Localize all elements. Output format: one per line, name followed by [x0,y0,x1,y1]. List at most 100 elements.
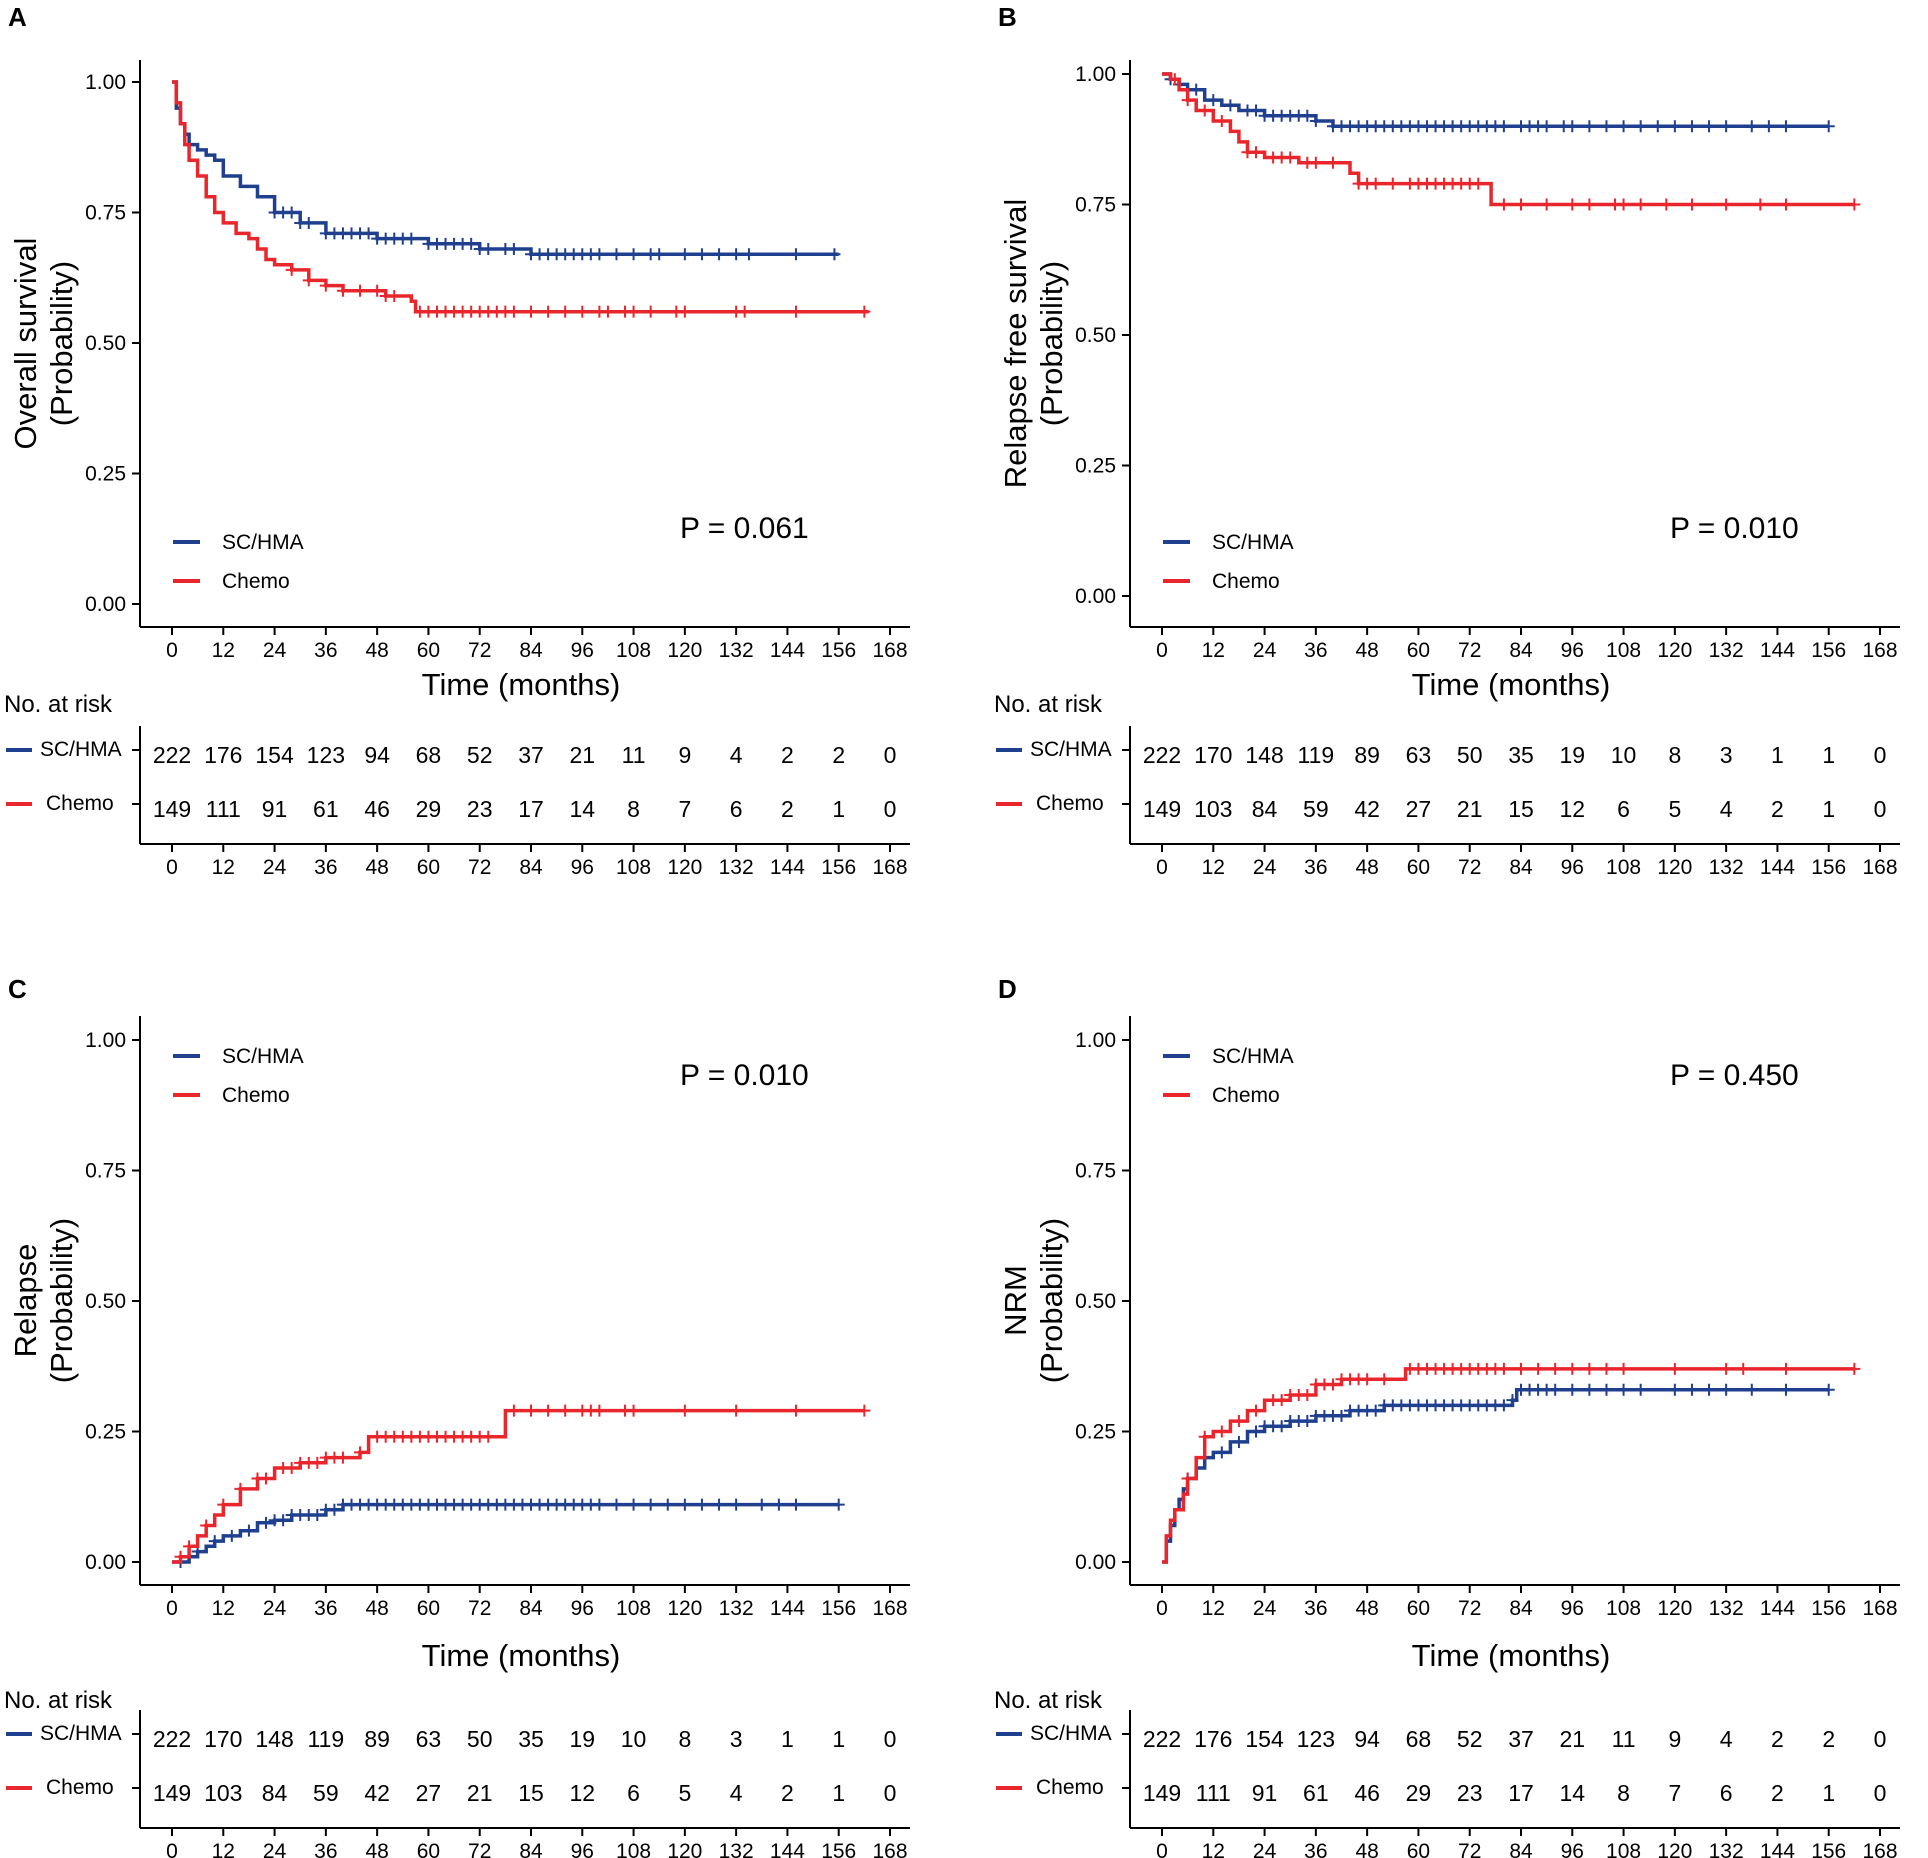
x-tick-label: 48 [1355,639,1378,662]
panel-b: B0.000.250.500.751.000 12 24 36 48 60 72 84 96 10… [994,2,1900,879]
censor-mark [730,1404,743,1417]
censor-mark [661,1498,674,1511]
x-tick-label: 0 [166,1597,178,1620]
censor-mark [1600,1383,1613,1396]
risk-x-tick-label: 84 [1509,1840,1533,1858]
x-tick-label: 12 [1202,639,1225,662]
censor-mark [1703,120,1716,133]
censor-mark [738,305,751,318]
x-tick-label: 132 [719,639,754,662]
x-tick-label: 156 [1811,639,1846,662]
x-tick-label: 144 [1760,639,1795,662]
censor-mark [832,1498,845,1511]
risk-x-tick-label: 108 [1606,1840,1641,1858]
risk-value: 0 [1874,796,1887,822]
y-tick-label: 0.50 [85,332,126,355]
censor-mark [1685,120,1698,133]
risk-value: 111 [206,796,241,822]
risk-x-tick-label: 0 [166,1840,178,1858]
risk-value: 68 [1406,1726,1432,1752]
x-tick-label: 48 [365,1597,388,1620]
x-tick-label: 84 [1509,639,1533,662]
risk-x-tick-label: 132 [1709,856,1744,879]
risk-x-tick-label: 120 [667,856,702,879]
y-tick-label: 0.00 [1075,585,1116,608]
risk-value: 1 [832,796,845,822]
censor-mark [1822,1383,1835,1396]
censor-mark [1181,1472,1194,1485]
censor-mark [1779,1362,1792,1375]
x-axis-title: Time (months) [422,1638,621,1673]
risk-x-tick-label: 36 [314,856,337,879]
censor-mark [285,206,298,219]
censor-mark [1703,1383,1716,1396]
risk-value: 35 [1508,742,1534,768]
risk-value: 11 [622,742,646,768]
x-tick-label: 96 [571,1597,594,1620]
panel-letter: D [998,974,1017,1004]
censor-mark [465,237,478,250]
risk-value: 59 [313,1780,339,1806]
p-value: P = 0.061 [680,512,809,545]
censor-mark [1617,1362,1630,1375]
risk-x-tick-label: 36 [1304,856,1327,879]
censor-mark [1284,151,1297,164]
risk-value: 89 [364,1726,390,1752]
censor-mark [1600,1362,1613,1375]
series-line-schma [172,1502,839,1564]
censor-mark [285,1462,298,1475]
risk-value: 12 [1559,796,1585,822]
panel-letter: C [8,974,27,1004]
censor-mark [772,1498,785,1511]
censor-mark [1540,120,1553,133]
censor-mark [1779,198,1792,211]
risk-value: 23 [467,796,493,822]
censor-mark [1583,120,1596,133]
x-tick-label: 24 [263,639,287,662]
risk-x-tick-label: 156 [821,856,856,879]
censor-mark [713,1498,726,1511]
x-tick-label: 96 [571,639,594,662]
risk-value: 42 [1354,796,1380,822]
risk-value: 3 [730,1726,743,1752]
y-tick-label: 1.00 [85,1029,126,1052]
x-tick-label: 168 [1862,639,1897,662]
risk-value: 8 [1668,742,1681,768]
risk-value: 2 [1771,1780,1784,1806]
censor-mark [1762,120,1775,133]
x-tick-label: 36 [1304,1597,1327,1620]
legend-label: SC/HMA [1212,531,1294,554]
risk-x-tick-label: 144 [1760,1840,1795,1858]
risk-value: 0 [884,1780,897,1806]
risk-value: 103 [1194,796,1232,822]
risk-value: 119 [308,1726,345,1752]
x-tick-label: 72 [468,639,491,662]
censor-mark [678,1404,691,1417]
x-tick-label: 0 [1156,1597,1168,1620]
censor-mark [525,1404,537,1417]
censor-mark [1848,1362,1861,1375]
censor-mark [1301,109,1314,122]
risk-value: 42 [364,1780,390,1806]
censor-mark [482,1430,495,1443]
risk-value: 84 [262,1780,288,1806]
x-tick-label: 144 [1760,1597,1795,1620]
censor-mark [678,305,691,318]
risk-value: 148 [255,1726,293,1752]
risk-table-title: No. at risk [4,691,113,718]
risk-value: 15 [1508,796,1534,822]
censor-mark [1232,1435,1245,1448]
risk-value: 8 [627,796,640,822]
censor-mark [1549,1383,1562,1396]
censor-mark [755,1498,768,1511]
panel-c: C0.000.250.500.751.000 12 24 36 48 60 72 84 96 10… [4,974,910,1858]
censor-mark [593,248,606,261]
risk-row-label: Chemo [46,1776,114,1799]
risk-value: 2 [781,796,794,822]
censor-mark [336,284,349,297]
censor-mark [1634,198,1647,211]
risk-row-label: SC/HMA [40,1722,122,1745]
risk-value: 176 [1194,1726,1232,1752]
risk-value: 3 [1720,742,1733,768]
risk-value: 222 [1143,1726,1181,1752]
